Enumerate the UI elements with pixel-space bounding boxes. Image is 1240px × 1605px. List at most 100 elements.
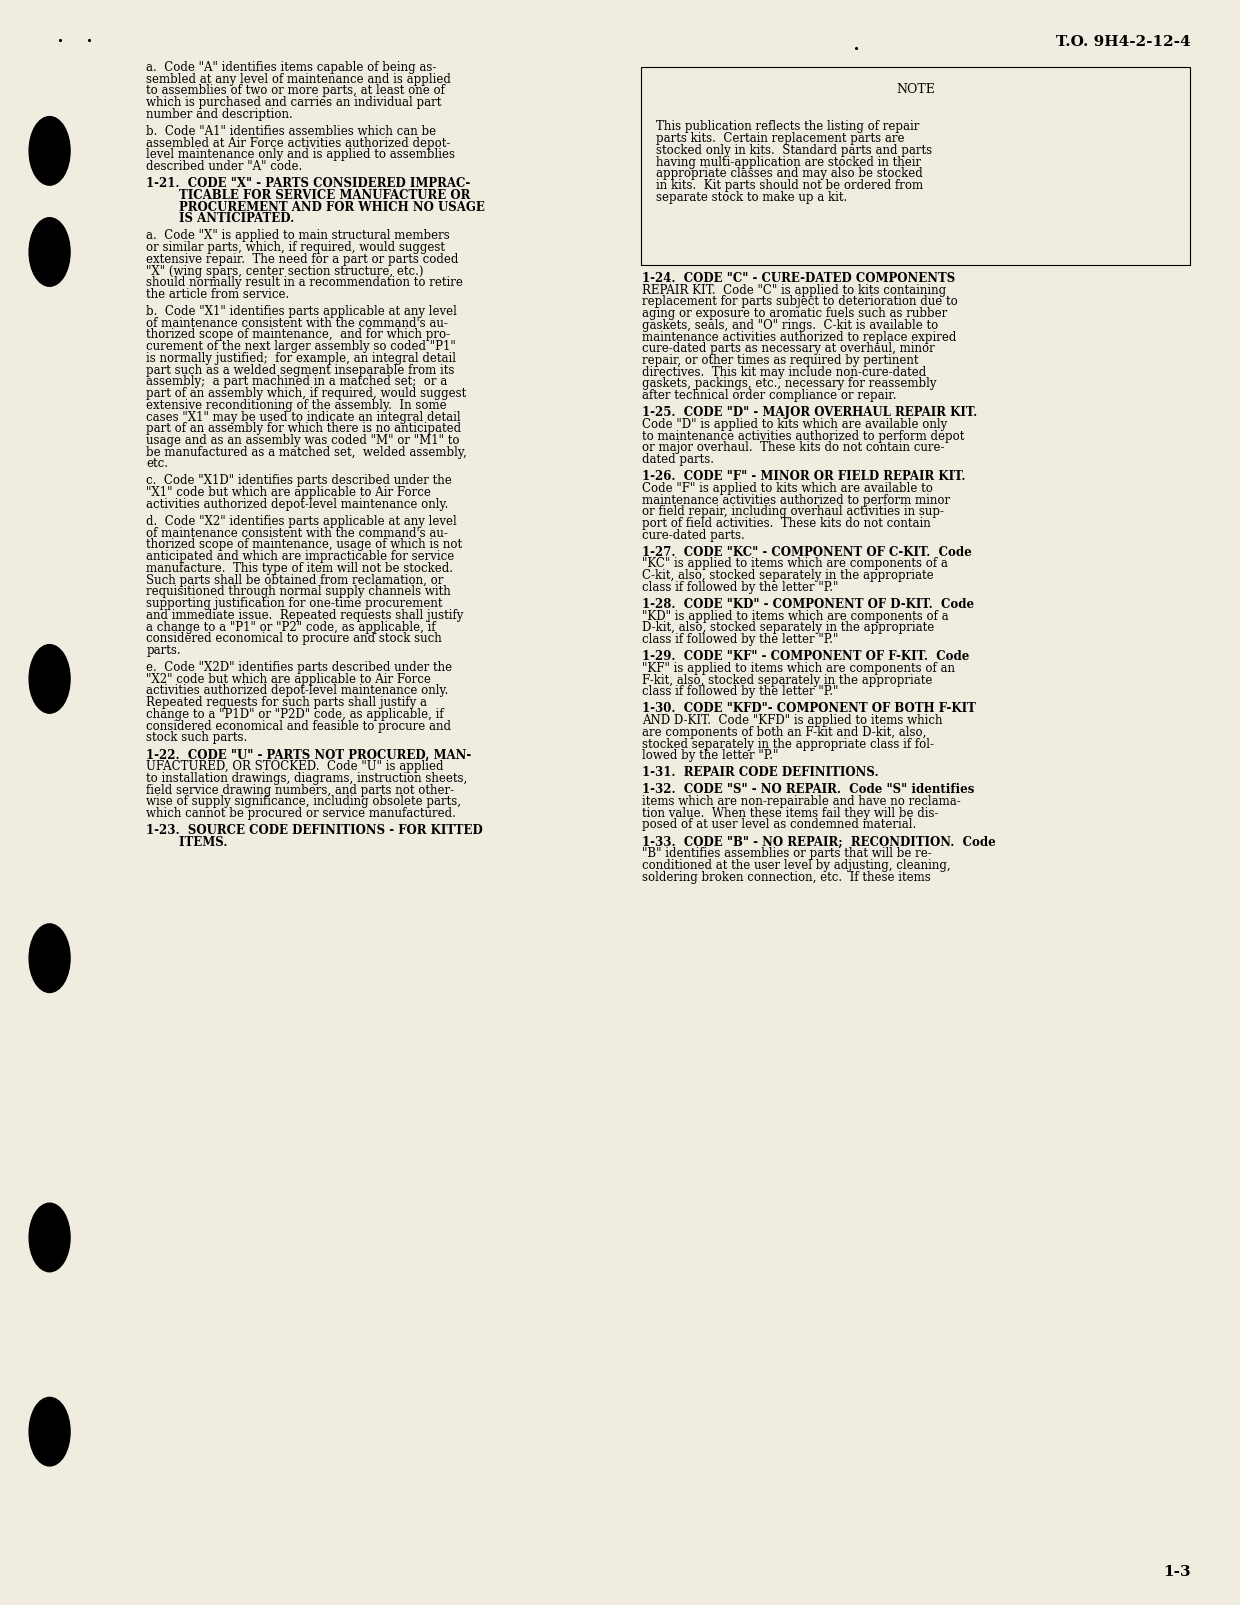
Text: 1-25.  CODE "D" - MAJOR OVERHAUL REPAIR KIT.: 1-25. CODE "D" - MAJOR OVERHAUL REPAIR K… — [642, 406, 977, 419]
Text: number and description.: number and description. — [146, 108, 293, 120]
Text: 1-32.  CODE "S" - NO REPAIR.  Code "S" identifies: 1-32. CODE "S" - NO REPAIR. Code "S" ide… — [642, 783, 975, 796]
Text: to assemblies of two or more parts, at least one of: to assemblies of two or more parts, at l… — [146, 85, 445, 98]
Text: replacement for parts subject to deterioration due to: replacement for parts subject to deterio… — [642, 295, 959, 308]
Text: separate stock to make up a kit.: separate stock to make up a kit. — [656, 191, 847, 204]
Text: lowed by the letter "P.": lowed by the letter "P." — [642, 750, 779, 762]
Text: are components of both an F-kit and D-kit, also,: are components of both an F-kit and D-ki… — [642, 725, 926, 738]
Text: "X1" code but which are applicable to Air Force: "X1" code but which are applicable to Ai… — [146, 486, 432, 499]
Text: considered economical and feasible to procure and: considered economical and feasible to pr… — [146, 719, 451, 732]
Text: "KC" is applied to items which are components of a: "KC" is applied to items which are compo… — [642, 557, 949, 570]
Text: thorized scope of maintenance, usage of which is not: thorized scope of maintenance, usage of … — [146, 538, 463, 552]
Text: C-kit, also, stocked separately in the appropriate: C-kit, also, stocked separately in the a… — [642, 570, 934, 583]
Ellipse shape — [30, 924, 69, 992]
Text: directives.  This kit may include non-cure-dated: directives. This kit may include non-cur… — [642, 366, 926, 379]
Text: 1-23.  SOURCE CODE DEFINITIONS - FOR KITTED: 1-23. SOURCE CODE DEFINITIONS - FOR KITT… — [146, 823, 484, 838]
Text: be manufactured as a matched set,  welded assembly,: be manufactured as a matched set, welded… — [146, 446, 467, 459]
Text: should normally result in a recommendation to retire: should normally result in a recommendati… — [146, 276, 464, 289]
Text: to maintenance activities authorized to perform depot: to maintenance activities authorized to … — [642, 430, 965, 443]
Text: manufacture.  This type of item will not be stocked.: manufacture. This type of item will not … — [146, 562, 454, 575]
Text: "B" identifies assemblies or parts that will be re-: "B" identifies assemblies or parts that … — [642, 847, 932, 860]
Ellipse shape — [30, 1204, 69, 1271]
Text: 1-3: 1-3 — [1163, 1565, 1190, 1579]
Text: b.  Code "A1" identifies assemblies which can be: b. Code "A1" identifies assemblies which… — [146, 125, 436, 138]
Text: 1-28.  CODE "KD" - COMPONENT OF D-KIT.  Code: 1-28. CODE "KD" - COMPONENT OF D-KIT. Co… — [642, 599, 975, 612]
Text: a change to a "P1" or "P2" code, as applicable, if: a change to a "P1" or "P2" code, as appl… — [146, 621, 436, 634]
Text: REPAIR KIT.  Code "C" is applied to kits containing: REPAIR KIT. Code "C" is applied to kits … — [642, 284, 946, 297]
Text: class if followed by the letter "P.": class if followed by the letter "P." — [642, 685, 838, 698]
Text: Such parts shall be obtained from reclamation, or: Such parts shall be obtained from reclam… — [146, 573, 444, 586]
Text: class if followed by the letter "P.": class if followed by the letter "P." — [642, 581, 838, 594]
Text: AND D-KIT.  Code "KFD" is applied to items which: AND D-KIT. Code "KFD" is applied to item… — [642, 714, 942, 727]
Text: 1-29.  CODE "KF" - COMPONENT OF F-KIT.  Code: 1-29. CODE "KF" - COMPONENT OF F-KIT. Co… — [642, 650, 970, 663]
Text: level maintenance only and is applied to assemblies: level maintenance only and is applied to… — [146, 148, 455, 162]
Text: to installation drawings, diagrams, instruction sheets,: to installation drawings, diagrams, inst… — [146, 772, 467, 785]
Text: in kits.  Kit parts should not be ordered from: in kits. Kit parts should not be ordered… — [656, 180, 923, 193]
Text: "KF" is applied to items which are components of an: "KF" is applied to items which are compo… — [642, 661, 955, 674]
Text: supporting justification for one-time procurement: supporting justification for one-time pr… — [146, 597, 443, 610]
Text: "KD" is applied to items which are components of a: "KD" is applied to items which are compo… — [642, 610, 949, 623]
Text: stocked separately in the appropriate class if fol-: stocked separately in the appropriate cl… — [642, 738, 934, 751]
Text: considered economical to procure and stock such: considered economical to procure and sto… — [146, 632, 443, 645]
Text: and immediate issue.  Repeated requests shall justify: and immediate issue. Repeated requests s… — [146, 608, 464, 621]
Text: a.  Code "X" is applied to main structural members: a. Code "X" is applied to main structura… — [146, 230, 450, 242]
Text: part such as a welded segment inseparable from its: part such as a welded segment inseparabl… — [146, 364, 455, 377]
Text: after technical order compliance or repair.: after technical order compliance or repa… — [642, 388, 897, 403]
Text: of maintenance consistent with the command's au-: of maintenance consistent with the comma… — [146, 316, 448, 329]
Ellipse shape — [30, 117, 69, 185]
Text: dated parts.: dated parts. — [642, 453, 714, 465]
Text: assembled at Air Force activities authorized depot-: assembled at Air Force activities author… — [146, 136, 450, 149]
Text: maintenance activities authorized to perform minor: maintenance activities authorized to per… — [642, 494, 950, 507]
Text: b.  Code "X1" identifies parts applicable at any level: b. Code "X1" identifies parts applicable… — [146, 305, 458, 318]
Text: items which are non-repairable and have no reclama-: items which are non-repairable and have … — [642, 794, 961, 807]
Text: activities authorized depot-level maintenance only.: activities authorized depot-level mainte… — [146, 684, 449, 698]
Text: a.  Code "A" identifies items capable of being as-: a. Code "A" identifies items capable of … — [146, 61, 436, 74]
Text: cases "X1" may be used to indicate an integral detail: cases "X1" may be used to indicate an in… — [146, 411, 461, 424]
Text: 1-33.  CODE "B" - NO REPAIR;  RECONDITION.  Code: 1-33. CODE "B" - NO REPAIR; RECONDITION.… — [642, 836, 996, 849]
Text: stock such parts.: stock such parts. — [146, 732, 248, 745]
FancyBboxPatch shape — [641, 67, 1190, 265]
Text: anticipated and which are impracticable for service: anticipated and which are impracticable … — [146, 551, 455, 563]
Text: cure-dated parts.: cure-dated parts. — [642, 528, 745, 542]
Text: field service drawing numbers, and parts not other-: field service drawing numbers, and parts… — [146, 783, 454, 796]
Text: port of field activities.  These kits do not contain: port of field activities. These kits do … — [642, 517, 931, 530]
Text: of maintenance consistent with the command's au-: of maintenance consistent with the comma… — [146, 526, 448, 539]
Text: sembled at any level of maintenance and is applied: sembled at any level of maintenance and … — [146, 72, 451, 85]
Text: aging or exposure to aromatic fuels such as rubber: aging or exposure to aromatic fuels such… — [642, 307, 947, 319]
Text: is normally justified;  for example, an integral detail: is normally justified; for example, an i… — [146, 351, 456, 364]
Text: T.O. 9H4-2-12-4: T.O. 9H4-2-12-4 — [1055, 35, 1190, 50]
Text: assembly;  a part machined in a matched set;  or a: assembly; a part machined in a matched s… — [146, 376, 448, 388]
Text: ITEMS.: ITEMS. — [146, 836, 228, 849]
Text: soldering broken connection, etc.  If these items: soldering broken connection, etc. If the… — [642, 870, 931, 884]
Ellipse shape — [30, 645, 69, 713]
Text: wise of supply significance, including obsolete parts,: wise of supply significance, including o… — [146, 796, 461, 809]
Text: UFACTURED, OR STOCKED.  Code "U" is applied: UFACTURED, OR STOCKED. Code "U" is appli… — [146, 761, 444, 774]
Text: appropriate classes and may also be stocked: appropriate classes and may also be stoc… — [656, 167, 923, 180]
Text: TICABLE FOR SERVICE MANUFACTURE OR: TICABLE FOR SERVICE MANUFACTURE OR — [146, 189, 471, 202]
Text: which is purchased and carries an individual part: which is purchased and carries an indivi… — [146, 96, 441, 109]
Text: d.  Code "X2" identifies parts applicable at any level: d. Code "X2" identifies parts applicable… — [146, 515, 458, 528]
Text: maintenance activities authorized to replace expired: maintenance activities authorized to rep… — [642, 331, 957, 343]
Text: Code "D" is applied to kits which are available only: Code "D" is applied to kits which are av… — [642, 417, 947, 430]
Text: conditioned at the user level by adjusting, cleaning,: conditioned at the user level by adjusti… — [642, 859, 951, 872]
Text: tion value.  When these items fail they will be dis-: tion value. When these items fail they w… — [642, 807, 939, 820]
Text: cure-dated parts as necessary at overhaul, minor: cure-dated parts as necessary at overhau… — [642, 342, 935, 355]
Ellipse shape — [30, 218, 69, 286]
Text: thorized scope of maintenance,  and for which pro-: thorized scope of maintenance, and for w… — [146, 329, 450, 342]
Text: change to a "P1D" or "P2D" code, as applicable, if: change to a "P1D" or "P2D" code, as appl… — [146, 708, 444, 721]
Text: 1-24.  CODE "C" - CURE-DATED COMPONENTS: 1-24. CODE "C" - CURE-DATED COMPONENTS — [642, 271, 956, 284]
Text: parts.: parts. — [146, 644, 181, 656]
Text: etc.: etc. — [146, 457, 169, 470]
Text: the article from service.: the article from service. — [146, 287, 290, 302]
Text: part of an assembly for which there is no anticipated: part of an assembly for which there is n… — [146, 422, 461, 435]
Text: gaskets, seals, and "O" rings.  C-kit is available to: gaskets, seals, and "O" rings. C-kit is … — [642, 319, 939, 332]
Text: repair, or other times as required by pertinent: repair, or other times as required by pe… — [642, 355, 919, 368]
Text: curement of the next larger assembly so coded "P1": curement of the next larger assembly so … — [146, 340, 456, 353]
Text: NOTE: NOTE — [897, 83, 935, 96]
Text: gaskets, packings, etc., necessary for reassembly: gaskets, packings, etc., necessary for r… — [642, 377, 937, 390]
Text: posed of at user level as condemned material.: posed of at user level as condemned mate… — [642, 819, 916, 831]
Text: This publication reflects the listing of repair: This publication reflects the listing of… — [656, 120, 919, 133]
Text: activities authorized depot-level maintenance only.: activities authorized depot-level mainte… — [146, 498, 449, 510]
Text: or major overhaul.  These kits do not contain cure-: or major overhaul. These kits do not con… — [642, 441, 945, 454]
Text: 1-22.  CODE "U" - PARTS NOT PROCURED, MAN-: 1-22. CODE "U" - PARTS NOT PROCURED, MAN… — [146, 748, 471, 761]
Text: stocked only in kits.  Standard parts and parts: stocked only in kits. Standard parts and… — [656, 144, 932, 157]
